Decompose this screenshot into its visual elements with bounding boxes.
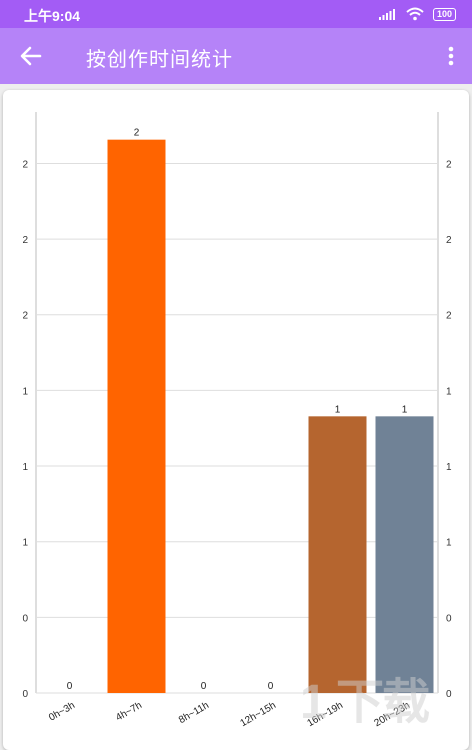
y-tick-label-right: 1 [446,386,452,397]
data-label: 2 [134,128,140,139]
more-vertical-icon [448,46,454,66]
status-time: 上午9:04 [24,8,81,24]
arrow-left-icon [20,46,42,66]
data-label: 0 [67,681,73,692]
data-label: 1 [402,404,408,415]
x-tick-label: 12h~15h [239,700,278,729]
y-tick-label-left: 0 [22,689,28,700]
x-tick-label: 0h~3h [47,700,77,724]
y-tick-label-right: 0 [446,689,452,700]
y-tick-label-right: 0 [446,613,452,624]
y-tick-label-right: 2 [446,311,452,322]
back-button[interactable] [14,40,48,72]
y-tick-label-left: 2 [22,235,28,246]
wifi-icon [406,7,424,21]
status-bar: 上午9:04 100 [0,0,472,28]
chart-card: 0 0 0 0 1 1 1 1 1 1 2 2 2 2 2 2 0 0h~3h 2 4h~7h 0 8h~11h 0 12h~… [3,90,469,750]
y-tick-label-right: 2 [446,159,452,170]
y-tick-label-left: 2 [22,159,28,170]
status-icons: 100 [378,6,456,22]
y-tick-label-left: 1 [22,538,28,549]
more-options-button[interactable] [440,40,462,72]
data-label: 1 [335,404,341,415]
x-tick-label: 8h~11h [177,700,211,726]
data-label: 0 [201,681,207,692]
y-tick-label-right: 1 [446,462,452,473]
y-tick-label-left: 2 [22,311,28,322]
signal-icon [378,9,395,20]
app-bar: 按创作时间统计 [0,28,472,84]
bar [107,139,166,693]
bar [375,416,434,693]
y-tick-label-left: 1 [22,386,28,397]
battery-icon: 100 [432,7,456,21]
page-title: 按创作时间统计 [86,49,233,71]
data-label: 0 [268,681,274,692]
y-tick-label-left: 0 [22,613,28,624]
x-tick-label: 4h~7h [114,700,144,724]
bar [308,416,367,693]
y-tick-label-right: 1 [446,538,452,549]
y-tick-label-left: 1 [22,462,28,473]
y-tick-label-right: 2 [446,235,452,246]
bar-chart: 0 0 0 0 1 1 1 1 1 1 2 2 2 2 2 2 0 0h~3h 2 4h~7h 0 8h~11h 0 12h~… [22,112,452,729]
watermark-logo: 1 下载 [300,676,430,729]
